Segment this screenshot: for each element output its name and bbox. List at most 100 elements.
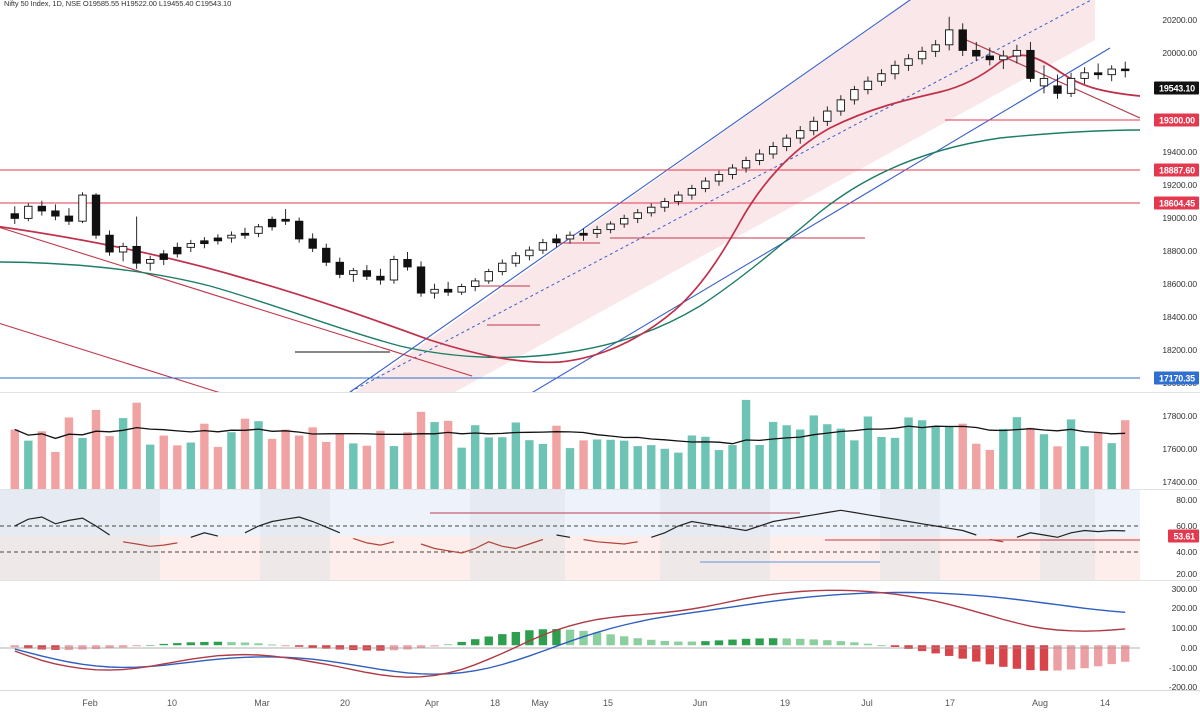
- macd-hist-bar: [457, 641, 466, 646]
- rsi-panel[interactable]: 80.00 60.00 40.00 20.00 53.61: [0, 490, 1200, 580]
- candle-body: [322, 247, 331, 263]
- volume-bar: [118, 418, 128, 489]
- candle-body: [660, 201, 669, 208]
- price-plot[interactable]: [0, 0, 1140, 392]
- macd-hist-bar: [633, 638, 642, 646]
- date-axis-tick: Feb: [82, 698, 98, 708]
- volume-axis[interactable]: 17800.0017600.0017400.0017200.0017000.00…: [1140, 393, 1200, 489]
- ma-slow-green-line: [0, 129, 1140, 359]
- candle-body: [200, 240, 209, 245]
- volume-bar: [443, 420, 453, 489]
- candle-body: [768, 146, 778, 155]
- volume-bar: [985, 449, 995, 489]
- volume-bar: [619, 440, 629, 489]
- macd-axis[interactable]: 300.00 200.00 100.00 0.00 -100.00 -200.00: [1140, 581, 1200, 690]
- macd-hist-bar: [10, 645, 19, 648]
- macd-hist-bar: [1012, 645, 1022, 669]
- macd-hist-bar: [443, 644, 453, 646]
- price-tag-red[interactable]: 18604.45: [1154, 196, 1199, 210]
- volume-bar: [552, 425, 561, 489]
- macd-hist-bar: [538, 629, 548, 646]
- candle-body: [281, 218, 290, 222]
- date-axis-tick: Jun: [692, 698, 708, 708]
- macd-hist-bar: [281, 645, 290, 647]
- volume-bar: [701, 436, 710, 489]
- price-svg: [0, 0, 1140, 392]
- date-axis[interactable]: Feb 10 Mar 20 Apr 18 May 15 Jun 19 Jul 17 Aug 14: [0, 690, 1200, 721]
- candle-body: [159, 253, 168, 260]
- candle-body: [1039, 77, 1049, 87]
- volume-bar: [349, 443, 358, 489]
- candle-body: [836, 99, 846, 112]
- panel-divider-2: [0, 489, 1200, 490]
- candle-body: [227, 234, 236, 239]
- candle-body: [931, 44, 940, 52]
- date-axis-tick: 10: [166, 698, 178, 708]
- candle-body: [701, 180, 710, 189]
- chart-title: Nifty 50 Index, 1D, NSE O19585.55 H19522…: [4, 0, 232, 8]
- price-tag-black[interactable]: 19543.10: [1154, 81, 1199, 95]
- macd-hist-bar: [999, 645, 1008, 667]
- volume-bar: [267, 438, 277, 489]
- macd-plot[interactable]: [0, 581, 1140, 690]
- rsi-axis-label: 80.00: [1176, 495, 1197, 505]
- date-axis-tick: 18: [489, 698, 501, 708]
- candle-body: [1066, 77, 1076, 94]
- volume-svg: [10, 399, 1130, 489]
- volume-plot[interactable]: [0, 393, 1140, 489]
- macd-hist-bar: [254, 643, 263, 646]
- volume-bar: [768, 421, 778, 489]
- volume-bar: [917, 420, 927, 489]
- volume-bar: [823, 424, 832, 489]
- volume-bar: [308, 427, 317, 489]
- volume-bar: [538, 443, 548, 489]
- macd-hist-bar: [105, 645, 114, 649]
- volume-bar: [281, 429, 290, 489]
- candle-body: [308, 238, 317, 249]
- price-tag-red[interactable]: 19300.00: [1154, 113, 1199, 127]
- volume-bar: [1107, 443, 1116, 489]
- candle-body: [186, 243, 195, 248]
- macd-hist-bar: [308, 645, 317, 648]
- candle-body: [809, 120, 818, 132]
- volume-bar: [322, 441, 331, 489]
- rsi-axis[interactable]: 80.00 60.00 40.00 20.00 53.61: [1140, 490, 1200, 580]
- macd-hist-bar: [958, 645, 967, 659]
- candle-body: [714, 174, 724, 182]
- price-axis-label: 20200.00: [1162, 15, 1197, 25]
- macd-hist-bar: [877, 645, 886, 647]
- candle-body: [877, 73, 886, 82]
- rsi-value-tag[interactable]: 53.61: [1168, 529, 1199, 543]
- rising-channel-mid-line: [349, 0, 1093, 392]
- macd-hist-bar: [1107, 645, 1116, 665]
- candle-body: [782, 137, 791, 147]
- price-panel[interactable]: 20200.0020000.0019800.0019600.0019400.00…: [0, 0, 1200, 392]
- macd-hist-bar: [1053, 645, 1062, 671]
- volume-bar: [64, 417, 74, 489]
- candle-body: [958, 29, 967, 51]
- price-axis-label: 18400.00: [1162, 312, 1197, 322]
- volume-panel[interactable]: 17800.0017600.0017400.0017200.0017000.00…: [0, 393, 1200, 489]
- macd-hist-bar: [132, 645, 141, 647]
- volume-bar: [850, 440, 859, 489]
- macd-hist-bar: [931, 645, 940, 654]
- macd-hist-bar: [525, 630, 534, 646]
- candle-body: [389, 259, 399, 281]
- rsi-plot[interactable]: [0, 490, 1140, 580]
- volume-bar: [1093, 432, 1103, 489]
- candle-body: [64, 215, 74, 222]
- macd-hist-bar: [200, 641, 209, 646]
- volume-bar: [796, 429, 805, 489]
- macd-hist-bar: [552, 629, 561, 646]
- price-tag-blue[interactable]: 17170.35: [1154, 371, 1199, 385]
- candlestick-series: [10, 16, 1130, 299]
- price-axis[interactable]: 20200.0020000.0019800.0019600.0019400.00…: [1140, 0, 1200, 392]
- macd-hist-bar: [1093, 645, 1103, 667]
- macd-panel[interactable]: 300.00 200.00 100.00 0.00 -100.00 -200.00: [0, 581, 1200, 690]
- price-tag-red[interactable]: 18887.60: [1154, 163, 1199, 177]
- macd-hist-bar: [890, 645, 900, 647]
- candle-body: [443, 288, 453, 293]
- candle-body: [10, 213, 19, 219]
- candle-body: [457, 286, 466, 293]
- macd-hist-bar: [64, 645, 74, 650]
